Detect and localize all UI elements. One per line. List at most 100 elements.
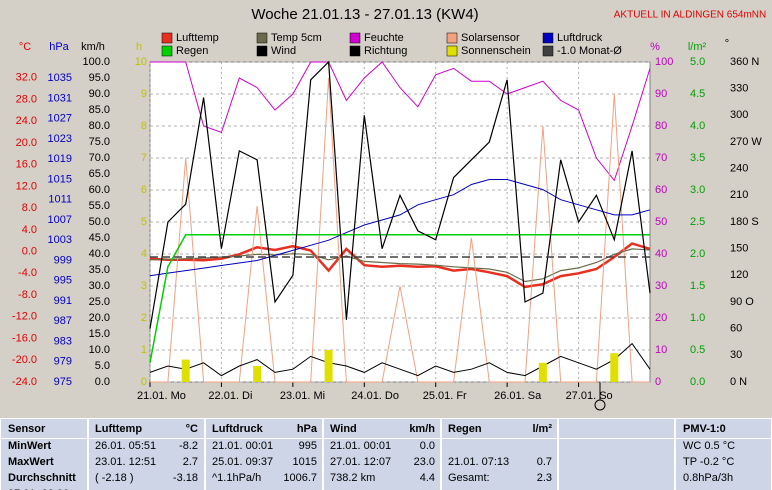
axis-title: l/m² (688, 41, 707, 53)
y-tick-label: 987 (54, 315, 72, 327)
table-header-cell: hPa (296, 423, 317, 435)
y-tick-label: 3.5 (690, 152, 705, 164)
y-tick-label: 0.0 (690, 376, 705, 388)
y-tick-label: -4.0 (18, 267, 37, 279)
series-line (149, 234, 650, 363)
table-header-cell: Regen (448, 423, 482, 435)
y-tick-label: 8 (141, 120, 147, 132)
bar (610, 353, 619, 382)
y-tick-label: 65.0 (89, 168, 110, 180)
y-tick-label: 300 (730, 109, 748, 121)
table-cell: 25.01. 09:37 (212, 456, 274, 468)
y-tick-label: 1015 (48, 173, 72, 185)
y-tick-label: 1.5 (690, 280, 705, 292)
table-cell: 738.2 km (330, 472, 376, 484)
table-cell: 21.01. 07:13 (448, 456, 510, 468)
y-tick-label: 3.0 (690, 184, 705, 196)
legend-label: Regen (176, 45, 208, 57)
y-tick-label: 45.0 (89, 232, 110, 244)
table-column (324, 439, 440, 490)
bar (538, 362, 547, 382)
table-cell: WC 0.5 °C (683, 440, 736, 452)
x-tick-label: 24.01. Do (351, 390, 399, 402)
series-line (150, 61, 651, 182)
x-tick-label: 21.01. Mo (137, 390, 186, 402)
y-tick-label: 1035 (48, 72, 72, 84)
y-tick-label: 70 (655, 152, 667, 164)
y-tick-label: 999 (54, 254, 72, 266)
chart-subtitle: AKTUELL IN ALDINGEN 654mNN (614, 10, 766, 21)
y-tick-label: 270 W (730, 136, 762, 148)
legend-swatch (349, 32, 361, 44)
table-cell: 21.01. 00:01 (330, 440, 392, 452)
y-tick-label: 100.0 (82, 56, 110, 68)
x-tick-label: 22.01. Di (208, 390, 252, 402)
axis-title: °C (19, 41, 31, 53)
y-tick-label: 35.0 (89, 264, 110, 276)
table-cell: 0.0 (419, 440, 435, 452)
legend-label: Solarsensor (461, 32, 520, 44)
table-cell: 23.01. 12:51 (95, 456, 157, 468)
y-tick-label: 2 (141, 312, 147, 324)
table-column (324, 419, 440, 438)
legend-swatch (256, 45, 268, 57)
y-tick-label: 10.0 (89, 344, 110, 356)
table-column (206, 439, 322, 490)
table-column (89, 419, 204, 438)
y-tick-label: 100 (655, 56, 673, 68)
table-header-cell: km/h (409, 423, 435, 435)
legend-swatch (446, 45, 458, 57)
table-column (676, 419, 771, 438)
y-tick-label: 0.0 (22, 246, 37, 258)
axis-title: ° (725, 38, 729, 50)
y-tick-label: 5.0 (95, 360, 110, 372)
y-tick-label: 2.5 (690, 216, 705, 228)
y-tick-label: 1019 (48, 153, 72, 165)
y-tick-label: 15.0 (89, 328, 110, 340)
table-cell: 26.01. 05:51 (95, 440, 157, 452)
y-tick-label: 60 (730, 323, 742, 335)
y-tick-label: -16.0 (12, 332, 37, 344)
y-tick-label: 95.0 (89, 72, 110, 84)
legend-swatch (161, 32, 173, 44)
y-tick-label: 50.0 (89, 216, 110, 228)
y-tick-label: 12.0 (16, 180, 37, 192)
y-tick-label: 24.0 (16, 115, 37, 127)
y-tick-label: 1011 (48, 194, 72, 206)
table-cell: 1006.7 (283, 472, 317, 484)
y-tick-label: 0 N (730, 376, 747, 388)
table: Sensor Lufttemp °C Luftdruck hPa Wind km/h Rege… (0, 418, 772, 490)
y-tick-label: 991 (54, 295, 72, 307)
y-tick-label: 10 (655, 344, 667, 356)
table-cell: -3.18 (172, 472, 198, 484)
x-tick-label: 27.01. So (566, 390, 613, 402)
y-tick-label: 28.0 (16, 93, 37, 105)
table-header-cell: Luftdruck (212, 423, 263, 435)
y-tick-label: 1003 (48, 234, 72, 246)
y-tick-label: -12.0 (12, 311, 37, 323)
y-tick-label: 120 (730, 269, 748, 281)
y-tick-label: 2.0 (690, 248, 705, 260)
table-cell: 4.4 (419, 472, 435, 484)
legend-label: Richtung (364, 45, 407, 57)
table-cell: 2.3 (536, 472, 552, 484)
table-column (1, 439, 87, 490)
table-column (206, 419, 322, 438)
table-column (442, 439, 557, 490)
y-tick-label: 30 (730, 349, 742, 361)
legend-label: Temp 5cm (271, 32, 322, 44)
axis-title: hPa (49, 41, 69, 53)
y-tick-label: 20.0 (16, 137, 37, 149)
table-cell: 21.01. 00:01 (212, 440, 274, 452)
y-tick-label: 5.0 (690, 56, 705, 68)
axis-title: % (650, 41, 660, 53)
y-tick-label: 240 (730, 163, 748, 175)
y-tick-label: 60.0 (89, 184, 110, 196)
table-column (442, 419, 557, 438)
x-tick-label: 25.01. Fr (423, 390, 467, 402)
table-header-cell: PMV-1:0 (683, 423, 726, 435)
y-tick-label: 80.0 (89, 120, 110, 132)
legend-swatch (161, 45, 173, 57)
y-tick-label: 90 (655, 88, 667, 100)
